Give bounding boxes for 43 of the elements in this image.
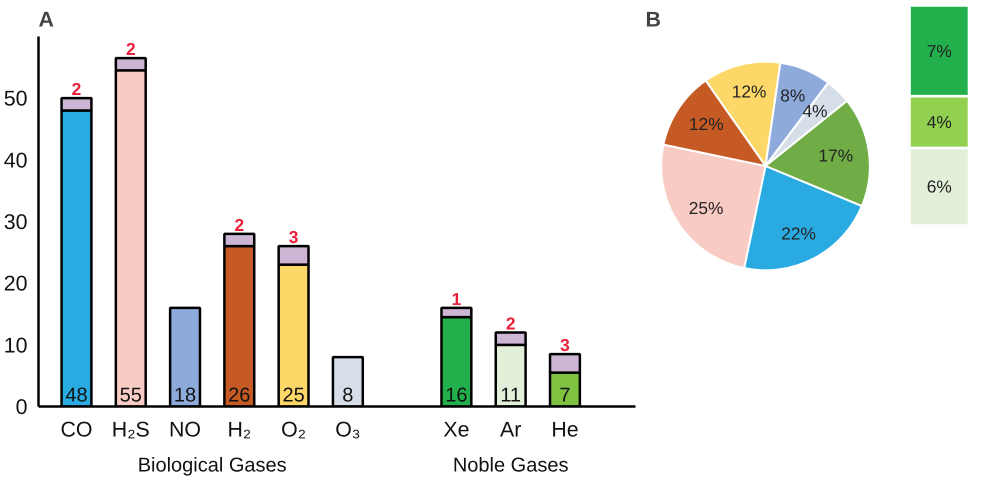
x-tick-label: He [551,418,579,442]
x-tick-label: CO [60,418,92,442]
annotation: 16 [445,384,468,407]
data-label: 3 [560,335,570,356]
annotation: 48 [65,384,88,407]
annotation: 18 [174,384,196,407]
data-label: 12% [688,114,724,134]
y-tick-label: 10 [4,333,28,358]
y-tick-label: 40 [4,148,28,172]
annotation: 8 [342,384,354,407]
data-label: 17% [818,145,854,166]
annotation: 7 [559,384,571,407]
data-label: 22% [781,224,816,244]
data-label: 4% [926,112,952,132]
x-tick-label: Ar [500,418,522,442]
annotation: 11 [500,384,522,407]
data-label: 2 [72,79,82,100]
data-label: 6% [926,176,952,197]
data-label: 12% [732,82,766,102]
x-tick-label: H₂S [112,418,150,442]
chart-title: B [646,8,661,32]
data-label: 25% [688,198,724,218]
y-tick-label: 30 [4,210,28,234]
text: Noble Gases [452,454,568,476]
chart-title: A [38,8,54,32]
x-tick-label: NO [169,418,202,442]
x-tick-label: O₂ [281,418,306,442]
y-tick-label: 50 [4,86,28,111]
x-tick-label: H₂ [227,418,252,442]
annotation: 55 [120,384,142,407]
annotation: 26 [228,384,250,407]
text: Biological Gases [138,454,287,476]
annotation: 25 [282,384,305,407]
x-tick-label: O₃ [335,418,360,442]
data-label: 2 [126,39,136,60]
data-label: 2 [234,214,244,235]
x-tick-label: Xe [443,418,470,442]
data-label: 1 [452,288,462,309]
data-label: 3 [288,227,299,248]
data-label: 7% [926,40,952,61]
data-label: 2 [506,314,516,334]
y-tick-label: 20 [4,272,28,296]
y-tick-label: 0 [16,395,28,419]
